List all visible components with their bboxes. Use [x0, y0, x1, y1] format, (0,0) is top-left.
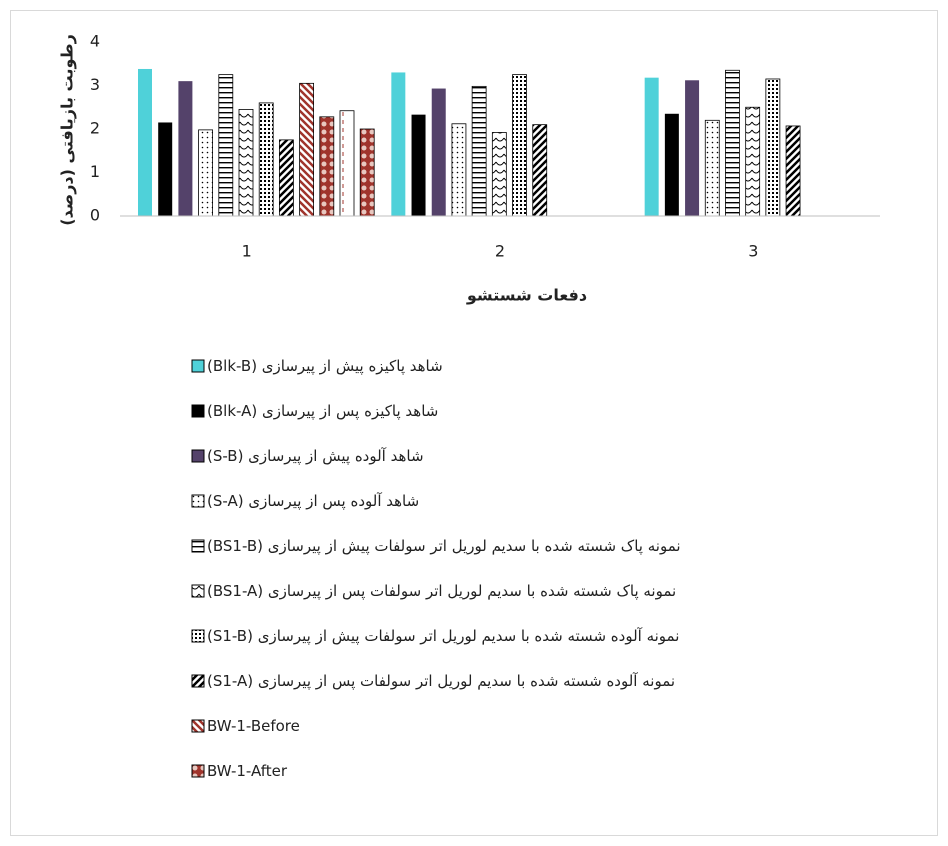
y-tick-label: 1: [90, 162, 100, 181]
bar: [359, 128, 375, 217]
legend-swatch-fill: [191, 494, 205, 508]
bar: [512, 74, 527, 217]
bar: [745, 106, 761, 217]
bar: [664, 113, 679, 216]
legend-swatch-fill: [191, 404, 205, 418]
bar: [765, 78, 781, 217]
legend-label: BW-1-After: [207, 762, 288, 780]
bar: [451, 123, 467, 217]
bar: [704, 119, 720, 217]
legend-swatch-fill: [191, 539, 205, 553]
x-axis-title: دفعات شستشو: [466, 286, 587, 305]
legend-item: نمونه پاک شسته شده با سدیم لوریل اتر سول…: [191, 580, 676, 602]
bar: [491, 132, 507, 217]
bar: [258, 102, 274, 217]
bar: [532, 124, 548, 217]
legend-swatch-fill: [191, 719, 205, 733]
legend-swatch-fill: [191, 674, 205, 688]
legend-swatch: [191, 539, 205, 553]
legend-swatch: [191, 764, 205, 778]
x-tick-label: 2: [495, 242, 505, 261]
legend-swatch: [191, 584, 205, 598]
legend-swatch: [191, 359, 205, 373]
legend-label: نمونه پاک شسته شده با سدیم لوریل اتر سول…: [207, 582, 677, 600]
legend-swatch-fill: [191, 359, 205, 373]
y-tick-label: 3: [90, 75, 100, 94]
bar: [785, 125, 801, 217]
legend-swatch: [191, 494, 205, 508]
bar: [299, 82, 315, 217]
legend-swatch: [191, 719, 205, 733]
bar: [178, 81, 193, 217]
y-tick-label: 2: [90, 119, 100, 138]
legend-item: شاهد پاکیزه پیش از پیرسازی (Blk-B): [191, 355, 443, 377]
legend-swatch: [191, 449, 205, 463]
bar: [685, 80, 700, 216]
legend-item: BW-1-Before: [191, 715, 300, 737]
bar: [278, 139, 294, 217]
legend-item: نمونه آلوده شسته شده با سدیم لوریل اتر س…: [191, 625, 679, 647]
bar: [725, 69, 740, 217]
bar: [218, 74, 234, 217]
legend-item: نمونه پاک شسته شده با سدیم لوریل اتر سول…: [191, 535, 681, 557]
bar: [138, 68, 152, 216]
legend-swatch-fill: [191, 584, 205, 598]
y-tick-label: 4: [90, 32, 100, 51]
legend-label: شاهد آلوده پیش از پیرسازی (S-B): [207, 447, 424, 465]
bar: [391, 72, 406, 216]
bar: [644, 77, 659, 216]
legend-swatch-fill: [191, 449, 205, 463]
legend-label: نمونه آلوده شسته شده با سدیم لوریل اتر س…: [207, 627, 680, 645]
bar: [319, 116, 335, 217]
bar: [198, 129, 214, 217]
bar: [238, 109, 254, 217]
legend-item: شاهد آلوده پیش از پیرسازی (S-B): [191, 445, 424, 467]
legend-swatch: [191, 404, 205, 418]
legend-item: BW-1-After: [191, 760, 287, 782]
x-tick-label: 1: [242, 242, 252, 261]
bar: [411, 114, 426, 216]
legend-swatch: [191, 629, 205, 643]
legend-label: نمونه پاک شسته شده با سدیم لوریل اتر سول…: [207, 537, 681, 555]
bar: [339, 110, 355, 217]
legend-label: شاهد پاکیزه پیش از پیرسازی (Blk-B): [207, 357, 443, 375]
legend-item: نمونه آلوده شسته شده با سدیم لوریل اتر س…: [191, 670, 675, 692]
x-tick-label: 3: [748, 242, 758, 261]
bar: [431, 88, 446, 216]
y-tick-label: 0: [90, 206, 100, 225]
legend-swatch: [191, 674, 205, 688]
legend-label: شاهد آلوده پس از پیرسازی (S-A): [207, 492, 420, 510]
legend-item: شاهد پاکیزه پس از پیرسازی (Blk-A): [191, 400, 438, 422]
legend-label: نمونه آلوده شسته شده با سدیم لوریل اتر س…: [207, 672, 676, 690]
y-axis-title: رطوبت بازیافتی (درصد): [58, 34, 77, 226]
legend-swatch-fill: [191, 764, 205, 778]
frame: [10, 10, 938, 836]
legend-label: شاهد پاکیزه پس از پیرسازی (Blk-A): [207, 402, 439, 420]
bar: [471, 85, 487, 217]
bar: [158, 122, 173, 216]
legend-item: شاهد آلوده پس از پیرسازی (S-A): [191, 490, 419, 512]
legend-label: BW-1-Before: [207, 717, 300, 735]
legend-swatch-fill: [191, 629, 205, 643]
